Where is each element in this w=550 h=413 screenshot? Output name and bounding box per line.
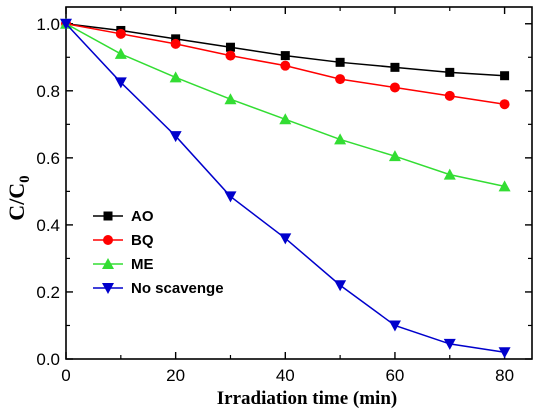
legend-item: ME	[93, 256, 154, 273]
data-point	[334, 280, 347, 292]
legend: AO BQ ME No scavenge	[93, 208, 224, 297]
data-point	[225, 42, 235, 52]
legend-label: ME	[131, 256, 154, 273]
y-tick-label: 0.6	[36, 149, 60, 168]
data-point	[498, 347, 511, 359]
legend-item: BQ	[93, 232, 154, 249]
data-point	[335, 57, 345, 67]
data-point	[169, 131, 182, 143]
legend-marker	[103, 235, 113, 245]
series-me	[60, 17, 511, 192]
series-no-scavenge	[60, 18, 511, 359]
legend-label: BQ	[131, 232, 154, 249]
x-tick-label: 60	[385, 366, 404, 385]
data-point	[280, 51, 290, 61]
y-tick-label: 0.2	[36, 283, 60, 302]
series-bq	[61, 18, 510, 110]
data-point	[500, 71, 510, 81]
series-line	[65, 23, 505, 354]
data-point	[498, 180, 511, 192]
data-point	[335, 74, 346, 85]
data-point	[171, 34, 181, 44]
legend-item: AO	[93, 208, 154, 225]
data-point	[224, 191, 237, 203]
data-point	[389, 82, 400, 93]
data-point	[499, 99, 510, 110]
data-point	[114, 77, 127, 89]
axis-ticks: 0 20 40 60 80 0.0 0.2 0.4 0.6 0.8 1.0	[36, 7, 532, 385]
data-point	[279, 233, 292, 245]
x-tick-label: 80	[495, 366, 514, 385]
legend-marker	[103, 211, 113, 221]
y-tick-label: 1.0	[36, 15, 60, 34]
legend-item: No scavenge	[93, 280, 224, 297]
x-axis-title: Irradiation time (min)	[217, 388, 397, 409]
data-point	[445, 67, 455, 77]
y-axis-title-main: C/C	[4, 183, 29, 221]
data-point	[60, 18, 72, 30]
y-tick-label: 0.0	[36, 350, 60, 369]
data-point	[115, 28, 126, 39]
legend-marker	[102, 283, 114, 294]
legend-marker	[102, 258, 114, 269]
data-point	[388, 320, 401, 332]
legend-label: AO	[131, 208, 154, 225]
y-axis-title: C/C0	[4, 175, 33, 220]
plot-frame	[65, 6, 533, 360]
data-point	[443, 168, 456, 180]
series-line	[65, 23, 505, 188]
data-series	[60, 17, 511, 359]
data-point	[169, 71, 182, 83]
series-ao	[61, 19, 510, 81]
data-point	[170, 38, 181, 49]
legend-label: No scavenge	[131, 280, 224, 297]
y-tick-label: 0.4	[36, 216, 60, 235]
x-tick-label: 20	[166, 366, 185, 385]
data-point	[388, 150, 401, 162]
data-point	[390, 62, 400, 72]
x-tick-label: 0	[61, 366, 70, 385]
data-point	[443, 338, 456, 350]
data-point	[114, 47, 127, 59]
data-point	[279, 113, 292, 125]
data-point	[225, 50, 236, 61]
data-point	[334, 133, 347, 145]
y-axis-title-subscript: 0	[17, 175, 33, 183]
data-point	[280, 60, 291, 71]
x-tick-label: 40	[276, 366, 295, 385]
data-point	[224, 93, 237, 105]
y-tick-label: 0.8	[36, 82, 60, 101]
data-point	[444, 90, 455, 101]
